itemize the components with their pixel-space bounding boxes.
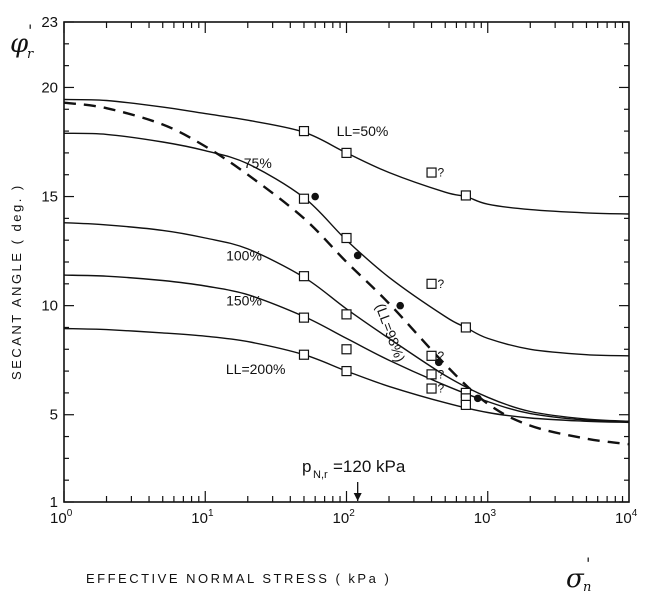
questionable-point [426,383,437,394]
series-line [63,132,630,357]
annotation-sub: N,r [313,469,328,481]
data-point-square [341,147,352,159]
x-tick-label: 101 [191,508,214,527]
labels-layer: LL=50%75%100%150%LL=200%(LL=98%)????? [226,123,445,501]
questionable-point-label: ? [438,277,445,291]
annotation-arrow-head [353,493,362,501]
x-axis-symbol: σ n ' [566,554,591,594]
series-label: LL=200% [226,361,286,377]
data-point-square [298,193,310,204]
x-tick-label: 102 [333,508,356,527]
questionable-point-label: ? [438,349,445,363]
questionable-point [426,278,437,289]
plot-frame [63,21,630,503]
series-line [63,222,630,422]
data-point-square [341,365,352,377]
points-layer [298,125,482,411]
y-tick-label: 20 [41,79,58,96]
x-tick-label: 103 [474,508,497,527]
annotation-p: p [302,457,311,476]
series-line [63,98,630,215]
x-symbol-sub: n [583,580,591,594]
series-label: 100% [226,247,262,263]
data-point-square [460,190,471,201]
data-point-square [298,125,310,137]
x-symbol-base: σ [566,564,585,594]
y-tick-label: 1 [50,494,58,511]
y-tick-label: 5 [50,407,58,424]
y-symbol-base: φ [10,29,29,59]
y-tick-label: 15 [41,189,58,206]
data-point-square [341,309,352,320]
y-axis-symbol: φ r ' [10,21,34,62]
data-point-filled [473,394,482,403]
y-axis-label: SECANT ANGLE ( deg. ) [9,183,24,380]
x-tick-label: 100 [50,508,73,527]
annotation-value: =120 kPa [333,457,406,476]
y-symbol-sub: r [27,47,34,62]
data-point-filled [311,192,319,201]
x-symbol-sup: ' [586,554,590,573]
data-point-filled [353,251,362,260]
y-tick-label: 23 [41,14,58,31]
data-point-square [460,322,471,333]
y-tick-label: 10 [41,298,58,315]
series-label: LL=50% [337,123,389,139]
series-line [63,101,630,446]
data-point-filled [434,358,443,367]
data-point-square [298,349,310,360]
x-axis-label: EFFECTIVE NORMAL STRESS ( kPa ) [86,571,391,586]
questionable-point [426,167,437,178]
questionable-point-label: ? [438,382,445,396]
curves-layer [63,98,630,446]
y-symbol-sup: ' [28,21,32,40]
questionable-point [426,350,437,361]
data-point-square [460,399,471,411]
pressure-annotation: p N,r =120 kPa [302,457,406,481]
data-point-square [341,232,352,244]
data-point-square [298,312,310,323]
data-point-square [298,271,310,282]
questionable-point-label: ? [438,166,445,180]
series-label: 75% [244,155,272,171]
data-point-filled [396,301,405,310]
questionable-point [426,369,437,380]
questionable-point-label: ? [438,367,445,381]
data-point-square [341,344,352,355]
x-tick-label: 104 [615,508,638,527]
series-label: 150% [226,292,262,308]
series-line [63,274,630,422]
